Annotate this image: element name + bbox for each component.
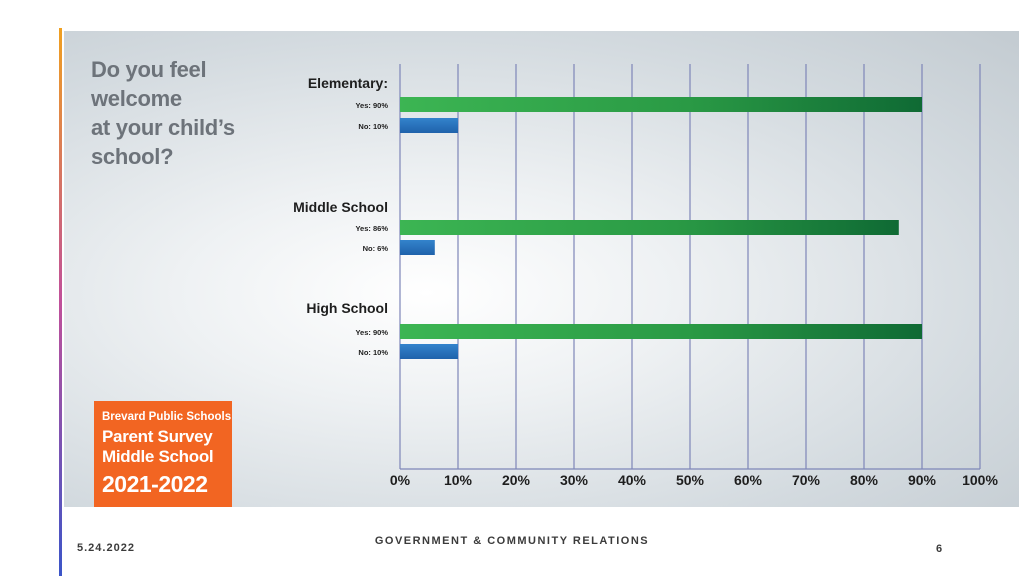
question-title: Do you feel welcome at your child’s scho… <box>91 55 281 171</box>
x-axis-ticks: 0% 10% 20% 30% 40% 50% 60% 70% 80% 90% 100% <box>390 472 999 488</box>
survey-chart-panel: Do you feel welcome at your child’s scho… <box>64 31 1019 507</box>
x-tick-label: 50% <box>676 472 705 488</box>
data-label-yes: Yes: 90% <box>355 328 388 337</box>
footer-title: GOVERNMENT & COMMUNITY RELATIONS <box>374 535 650 547</box>
bar-yes <box>400 324 922 339</box>
bar-chart: Elementary: Yes: 90% No: 10% Middle School Y… <box>293 64 999 488</box>
x-tick-label: 80% <box>850 472 879 488</box>
x-tick-label: 70% <box>792 472 821 488</box>
x-tick-label: 30% <box>560 472 589 488</box>
bars <box>400 97 922 359</box>
gridlines <box>399 64 981 470</box>
badge-org: Brevard Public Schools <box>102 411 232 423</box>
question-line: welcome <box>91 86 182 111</box>
category-label: Middle School <box>293 199 388 215</box>
x-tick-label: 60% <box>734 472 763 488</box>
x-tick-label: 100% <box>962 472 998 488</box>
page-number: 6 <box>936 543 943 555</box>
badge-year: 2021-2022 <box>102 471 208 497</box>
bar-no <box>400 344 458 359</box>
badge-level: Middle School <box>102 447 214 466</box>
question-line: Do you feel <box>91 57 207 82</box>
bar-no <box>400 240 435 255</box>
x-tick-label: 90% <box>908 472 937 488</box>
x-tick-label: 10% <box>444 472 473 488</box>
data-label-no: No: 10% <box>358 122 388 131</box>
x-tick-label: 0% <box>390 472 411 488</box>
x-tick-label: 40% <box>618 472 647 488</box>
question-line: school? <box>91 144 174 169</box>
category-label: Elementary: <box>308 75 388 91</box>
bar-yes <box>400 97 922 112</box>
data-label-yes: Yes: 90% <box>355 101 388 110</box>
footer-date: 5.24.2022 <box>77 542 135 554</box>
data-label-yes: Yes: 86% <box>355 224 388 233</box>
x-tick-label: 20% <box>502 472 531 488</box>
question-line: at your child’s <box>91 115 235 140</box>
survey-badge: Brevard Public Schools Parent Survey Mid… <box>94 401 232 507</box>
badge-survey: Parent Survey <box>102 427 213 446</box>
data-label-no: No: 6% <box>363 244 389 253</box>
bar-yes <box>400 220 899 235</box>
category-label: High School <box>306 300 388 316</box>
labels: Elementary: Yes: 90% No: 10% Middle School Y… <box>293 75 388 357</box>
bar-no <box>400 118 458 133</box>
data-label-no: No: 10% <box>358 348 388 357</box>
accent-bar <box>59 28 62 576</box>
